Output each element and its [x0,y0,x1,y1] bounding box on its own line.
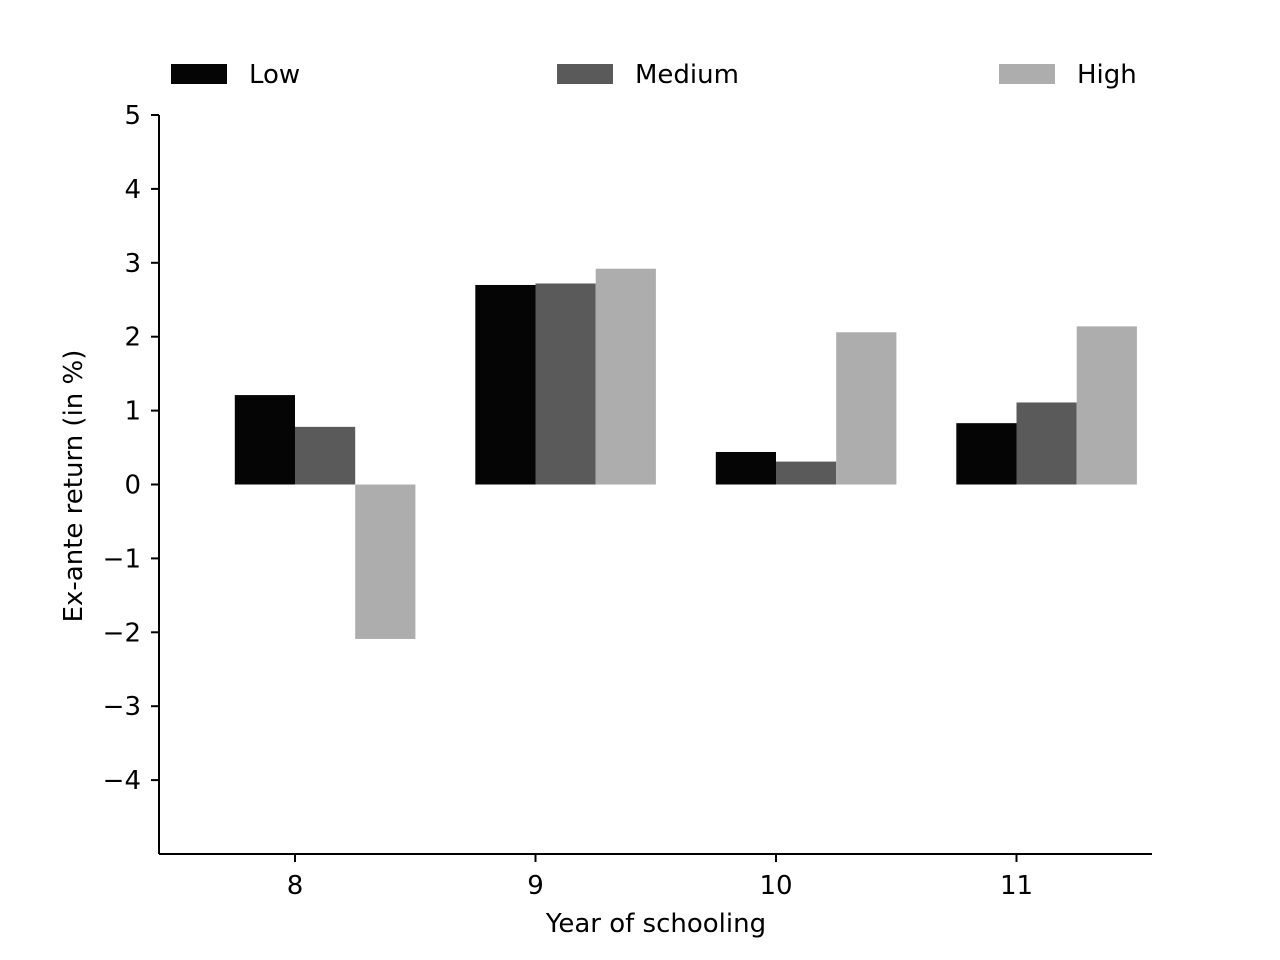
x-tick-label: 10 [759,871,792,901]
bar-high-9 [595,268,656,485]
x-tick-label: 8 [287,871,304,901]
y-tick-label: −4 [103,766,141,796]
legend-label-low: Low [249,60,300,90]
bar-medium-8 [295,426,356,485]
y-tick-label: 0 [124,471,141,501]
bar-high-10 [836,332,897,485]
y-axis-label: Ex-ante return (in %) [59,350,89,623]
bar-medium-11 [1016,402,1077,485]
y-tick-label: 3 [124,249,141,279]
x-tick-label: 11 [1000,871,1033,901]
bar-medium-9 [535,283,596,485]
bar-medium-10 [776,461,837,485]
bar-high-11 [1076,326,1137,485]
y-tick-label: 2 [124,323,141,353]
y-tick-label: 4 [124,175,141,205]
x-tick-label: 9 [527,871,544,901]
legend-label-high: High [1077,60,1137,90]
legend-swatch-high [999,64,1055,84]
axes: −4 −3 −2 −1 0 1 2 3 4 5 8 9 10 11 [103,101,1152,901]
legend: Low Medium High [171,60,1137,90]
y-tick-label: 5 [124,101,141,131]
legend-label-medium: Medium [635,60,739,90]
bar-low-9 [475,284,536,485]
y-tick-label: −2 [103,618,141,648]
y-tick-label: 1 [124,397,141,427]
legend-swatch-low [171,64,227,84]
y-tick-label: −3 [103,692,141,722]
bar-high-8 [355,484,416,639]
bars [234,268,1137,639]
bar-low-8 [234,395,295,485]
x-axis-label: Year of schooling [545,909,766,939]
legend-swatch-medium [557,64,613,84]
y-tick-label: −1 [103,544,141,574]
bar-low-11 [956,423,1017,485]
bar-low-10 [715,451,776,485]
